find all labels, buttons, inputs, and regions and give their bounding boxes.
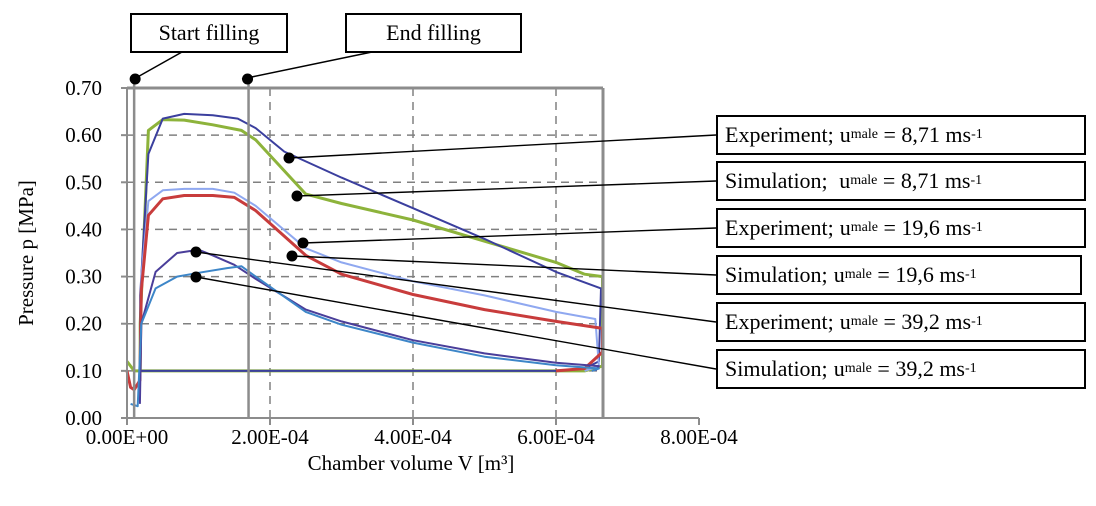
callout-subscript: male [844, 267, 872, 282]
callout-experiment-19-6: Experiment; u male = 19,6 ms -1 [716, 208, 1086, 248]
callout-superscript: -1 [965, 267, 977, 282]
callout-prefix: Simulation; [725, 262, 828, 287]
callout-superscript: -1 [971, 127, 983, 142]
callout-prefix: Simulation; [725, 356, 828, 381]
end-filling-marker-dot [242, 73, 254, 85]
callout-experiment-8-71-leader [288, 134, 717, 159]
x-tick-label: 2.00E-04 [231, 425, 309, 449]
callout-value: = 8,71 ms [877, 122, 972, 147]
callout-symbol: u [839, 309, 851, 334]
callout-simulation-19-6: Simulation; u male = 19,6 ms -1 [716, 255, 1082, 295]
series-simulation-8-71 [125, 118, 604, 373]
tick-labels: 0.00 0.10 0.20 0.30 0.40 0.50 0.60 0.70 0.00E+00… [65, 76, 738, 449]
series-experiment-39-2 [138, 248, 600, 404]
series-experiment-19-6 [138, 187, 600, 390]
callout-symbol: u [833, 356, 845, 381]
y-tick-label: 0.10 [65, 359, 102, 383]
callout-value: = 39,2 ms [877, 309, 972, 334]
leader-lines [129, 51, 717, 370]
end-filling-label: End filling [345, 13, 522, 53]
callout-subscript: male [850, 173, 878, 188]
x-tick-label: 6.00E-04 [517, 425, 595, 449]
callout-prefix: Simulation; [725, 168, 834, 193]
callout-value: = 19,6 ms [877, 215, 972, 240]
callout-simulation-8-71-leader [296, 180, 717, 197]
callout-prefix: Experiment; [725, 309, 834, 334]
plot-frame [121, 78, 700, 425]
callout-subscript: male [844, 361, 872, 376]
end-filling-leader [241, 51, 373, 80]
callout-subscript: male [850, 127, 878, 142]
callout-superscript: -1 [971, 314, 983, 329]
callout-symbol: u [839, 168, 851, 193]
y-tick-label: 0.00 [65, 406, 102, 430]
callout-experiment-39-2: Experiment; u male = 39,2 ms -1 [716, 302, 1086, 342]
end-filling-text: End filling [386, 20, 481, 45]
callout-prefix: Experiment; [725, 215, 834, 240]
y-tick-label: 0.30 [65, 265, 102, 289]
callout-simulation-19-6-leader [291, 255, 717, 276]
y-tick-label: 0.20 [65, 312, 102, 336]
callout-symbol: u [833, 262, 845, 287]
callout-prefix: Experiment; [725, 122, 834, 147]
start-filling-leader [133, 51, 183, 80]
y-tick-label: 0.40 [65, 217, 102, 241]
x-axis-title: Chamber volume V [m³] [308, 451, 515, 475]
callout-simulation-19-6-dot [286, 250, 298, 262]
callout-value: = 8,71 ms [877, 168, 971, 193]
x-tick-label: 8.00E-04 [660, 425, 738, 449]
callout-simulation-39-2-dot [190, 271, 202, 283]
callout-simulation-39-2: Simulation; u male = 39,2 ms -1 [716, 349, 1086, 389]
callout-simulation-8-71: Simulation; u male = 8,71 ms -1 [716, 161, 1086, 201]
callout-value: = 39,2 ms [871, 356, 965, 381]
y-axis-title: Pressure p [MPa] [14, 180, 38, 326]
series-simulation-19-6 [125, 194, 604, 392]
y-tick-label: 0.60 [65, 123, 102, 147]
callout-superscript: -1 [965, 361, 977, 376]
callout-experiment-39-2-dot [190, 246, 202, 258]
callout-experiment-19-6-dot [297, 237, 309, 249]
x-tick-label: 4.00E-04 [374, 425, 452, 449]
series-group [125, 112, 604, 408]
start-filling-text: Start filling [158, 20, 260, 45]
callout-superscript: -1 [971, 220, 983, 235]
callout-symbol: u [839, 215, 851, 240]
callout-experiment-19-6-leader [302, 227, 717, 244]
callout-superscript: -1 [970, 173, 983, 188]
x-tick-label: 0.00E+00 [86, 425, 168, 449]
callout-experiment-39-2-leader [195, 251, 717, 323]
callout-simulation-39-2-leader [195, 276, 717, 370]
callout-experiment-8-71-dot [283, 152, 295, 164]
callout-subscript: male [850, 220, 878, 235]
start-filling-label: Start filling [130, 13, 288, 53]
callout-simulation-8-71-dot [291, 190, 303, 202]
y-tick-label: 0.70 [65, 76, 102, 100]
callout-value: = 19,6 ms [871, 262, 965, 287]
y-tick-label: 0.50 [65, 170, 102, 194]
callout-experiment-8-71: Experiment; u male = 8,71 ms -1 [716, 115, 1086, 155]
callout-subscript: male [850, 314, 878, 329]
callout-symbol: u [839, 122, 851, 147]
